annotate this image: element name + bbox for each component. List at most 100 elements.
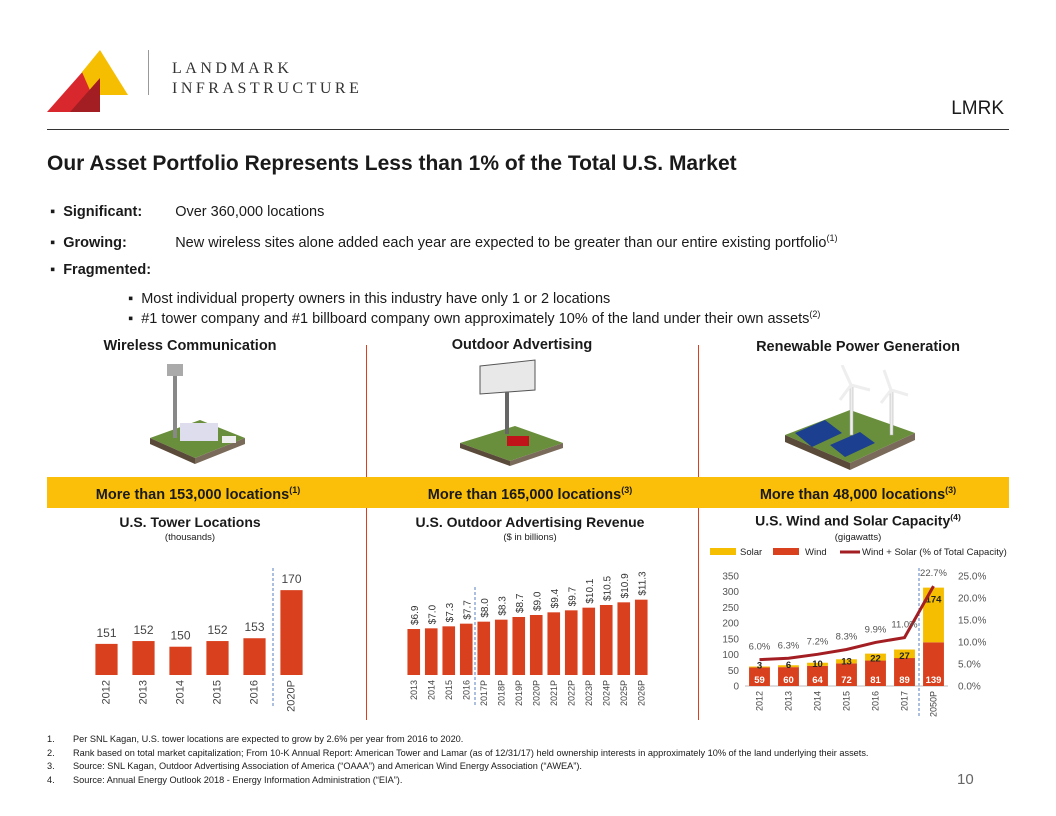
superscript: (1) (826, 233, 838, 243)
footnote-text: Source: Annual Energy Outlook 2018 - Ene… (73, 774, 403, 785)
chart-title: U.S. Wind and Solar Capacity(4) (698, 512, 1018, 529)
x-tick-label: 2017 (900, 691, 910, 711)
data-label: 81 (870, 675, 881, 686)
bar (280, 590, 303, 675)
footnote-text: Source: SNL Kagan, Outdoor Advertising A… (73, 761, 582, 771)
highlight-text: More than 48,000 locations(3) (698, 485, 1018, 503)
footnote-text: Per SNL Kagan, U.S. tower locations are … (73, 734, 464, 744)
bar (599, 605, 613, 675)
bar (95, 643, 118, 675)
line (759, 585, 935, 662)
bullet-label: Significant: (63, 204, 143, 220)
bullet: ▪ Fragmented: (50, 262, 152, 278)
bullet-text: New wireless sites alone added each year… (175, 234, 827, 251)
bar-segment (894, 649, 915, 659)
data-label: 9.9% (865, 624, 887, 635)
footnote-number: 3. (47, 761, 55, 771)
data-label: 152 (207, 623, 227, 637)
bullet-text: #1 tower company and #1 billboard compan… (141, 310, 810, 327)
bar-segment (778, 667, 799, 686)
legend-label: Solar (740, 547, 762, 558)
superscript: (3) (621, 485, 633, 495)
x-tick-label: 2023P (584, 680, 594, 706)
y-tick-label: 350 (722, 572, 739, 583)
chart-subtitle: ($ in billions) (503, 532, 557, 543)
x-tick-label: 2014 (813, 691, 823, 711)
bullet: ▪ Growing: New wireless sites alone added… (50, 233, 838, 251)
y-tick-label: 150 (722, 634, 739, 645)
y2-tick-label: 10.0% (958, 638, 986, 649)
y-tick-label: 100 (722, 650, 739, 661)
y-tick-label: 200 (722, 619, 739, 630)
x-tick-label: 2015 (444, 680, 454, 700)
data-label: 22.7% (920, 568, 947, 579)
data-label: $6.9 (410, 605, 421, 625)
legend-label: Wind + Solar (% of Total Capacity) (862, 547, 1007, 558)
superscript: (4) (950, 512, 961, 522)
bar (494, 619, 508, 675)
x-tick-label: 2021P (549, 680, 559, 706)
bar-segment (923, 642, 944, 686)
chart-title: U.S. Outdoor Advertising Revenue (415, 514, 645, 530)
data-label: 59 (754, 675, 765, 686)
renewables-illustration (785, 365, 915, 470)
data-label: 22 (870, 654, 881, 665)
bar-segment (865, 653, 886, 661)
bullet-label: Growing: (63, 234, 127, 251)
y-tick-label: 300 (722, 587, 739, 598)
x-tick-label: 2014 (175, 680, 187, 704)
data-label: $10.9 (620, 573, 631, 598)
sub-bullet: ▪ #1 tower company and #1 billboard comp… (128, 309, 821, 327)
footnote-number: 1. (47, 734, 55, 744)
logo-mark (47, 50, 128, 112)
footnote: 1. Per SNL Kagan, U.S. tower locations ar… (47, 733, 869, 747)
highlight-label: More than 153,000 locations (95, 486, 290, 503)
bar (442, 626, 456, 675)
logo-text: INFRASTRUCTURE (172, 80, 363, 97)
column-heading: Renewable Power Generation (756, 339, 960, 355)
header-rule (47, 129, 1009, 130)
x-tick-label: 2012 (101, 680, 113, 704)
bar (547, 612, 561, 675)
x-tick-label: 2016 (249, 680, 261, 704)
x-tick-label: 2026P (636, 680, 646, 706)
bar-segment (749, 667, 770, 686)
bullet-label: Fragmented: (63, 262, 152, 278)
bar (424, 628, 438, 675)
highlight-band (47, 477, 1009, 508)
data-label: 170 (281, 572, 301, 586)
y2-tick-label: 15.0% (958, 616, 986, 627)
x-tick-label: 2016 (461, 680, 471, 700)
superscript: (1) (289, 485, 301, 495)
bar (634, 599, 648, 675)
data-label: 153 (244, 620, 264, 634)
bar (243, 638, 266, 675)
x-tick-label: 2012 (755, 691, 765, 711)
chart: 2012 2013 2014 2015 2016 2020P 151 152 150 152 153… (95, 568, 303, 712)
y2-tick-label: 20.0% (958, 594, 986, 605)
data-label: 10 (812, 659, 823, 670)
x-tick-label: 2015 (842, 691, 852, 711)
x-tick-label: 2050P (929, 691, 939, 717)
x-tick-label: 2020P (286, 680, 298, 712)
data-label: 13 (841, 656, 852, 667)
data-label: $9.0 (532, 591, 543, 611)
bar (477, 621, 491, 675)
bar-segment (807, 662, 828, 666)
data-label: 6.3% (778, 640, 800, 651)
data-label: 7.2% (807, 636, 829, 647)
column-divider (698, 345, 699, 720)
bullet-text: Over 360,000 locations (175, 204, 325, 220)
data-label: 64 (812, 675, 823, 686)
chart-subtitle: (gigawatts) (834, 532, 882, 543)
data-label: 152 (133, 623, 153, 637)
x-tick-label: 2014 (426, 680, 436, 700)
bar-segment (923, 587, 944, 643)
bar-segment (807, 665, 828, 686)
highlight-label: More than 48,000 locations (759, 486, 946, 503)
logo-text: LANDMARK (172, 60, 293, 77)
x-tick-label: 2020P (531, 680, 541, 706)
superscript: (2) (809, 309, 821, 319)
bar (459, 623, 473, 675)
footnote: 4. Source: Annual Energy Outlook 2018 - E… (47, 774, 869, 788)
